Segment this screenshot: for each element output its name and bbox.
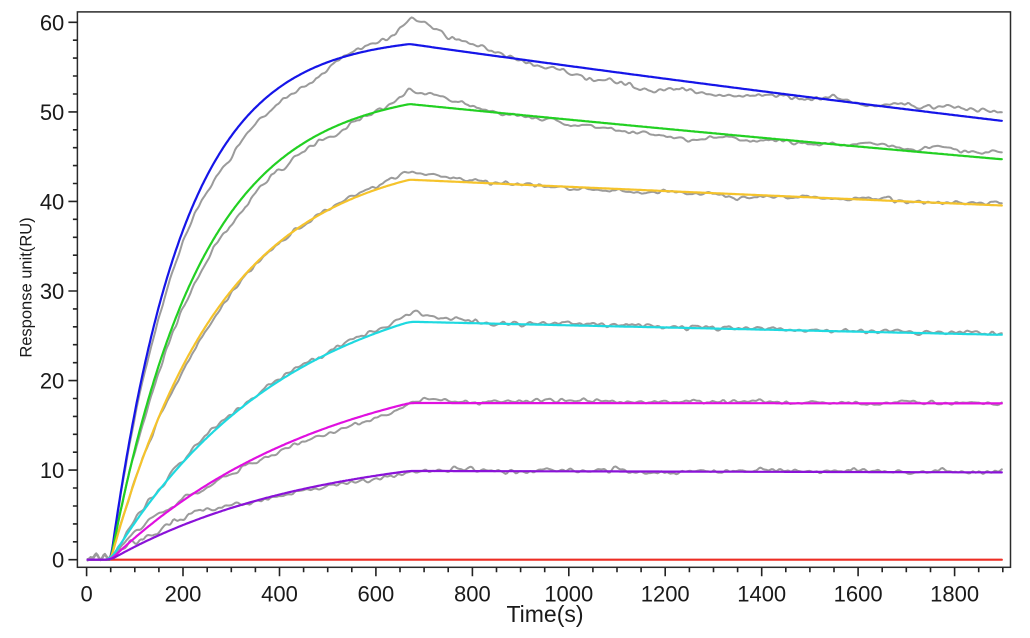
svg-text:800: 800 xyxy=(454,581,491,606)
svg-text:50: 50 xyxy=(40,100,64,125)
svg-text:Time(s): Time(s) xyxy=(506,601,583,627)
svg-text:1000: 1000 xyxy=(544,581,593,606)
svg-text:400: 400 xyxy=(261,581,298,606)
svg-text:20: 20 xyxy=(40,369,64,394)
svg-text:60: 60 xyxy=(40,10,64,35)
svg-text:600: 600 xyxy=(358,581,395,606)
svg-text:0: 0 xyxy=(52,548,64,573)
svg-text:40: 40 xyxy=(40,189,64,214)
svg-text:30: 30 xyxy=(40,279,64,304)
svg-text:10: 10 xyxy=(40,458,64,483)
svg-text:1400: 1400 xyxy=(737,581,786,606)
svg-text:Response unit(RU): Response unit(RU) xyxy=(18,217,36,357)
svg-text:1200: 1200 xyxy=(641,581,690,606)
svg-text:200: 200 xyxy=(165,581,202,606)
svg-text:1800: 1800 xyxy=(930,581,979,606)
svg-text:0: 0 xyxy=(80,581,92,606)
svg-text:1600: 1600 xyxy=(834,581,883,606)
